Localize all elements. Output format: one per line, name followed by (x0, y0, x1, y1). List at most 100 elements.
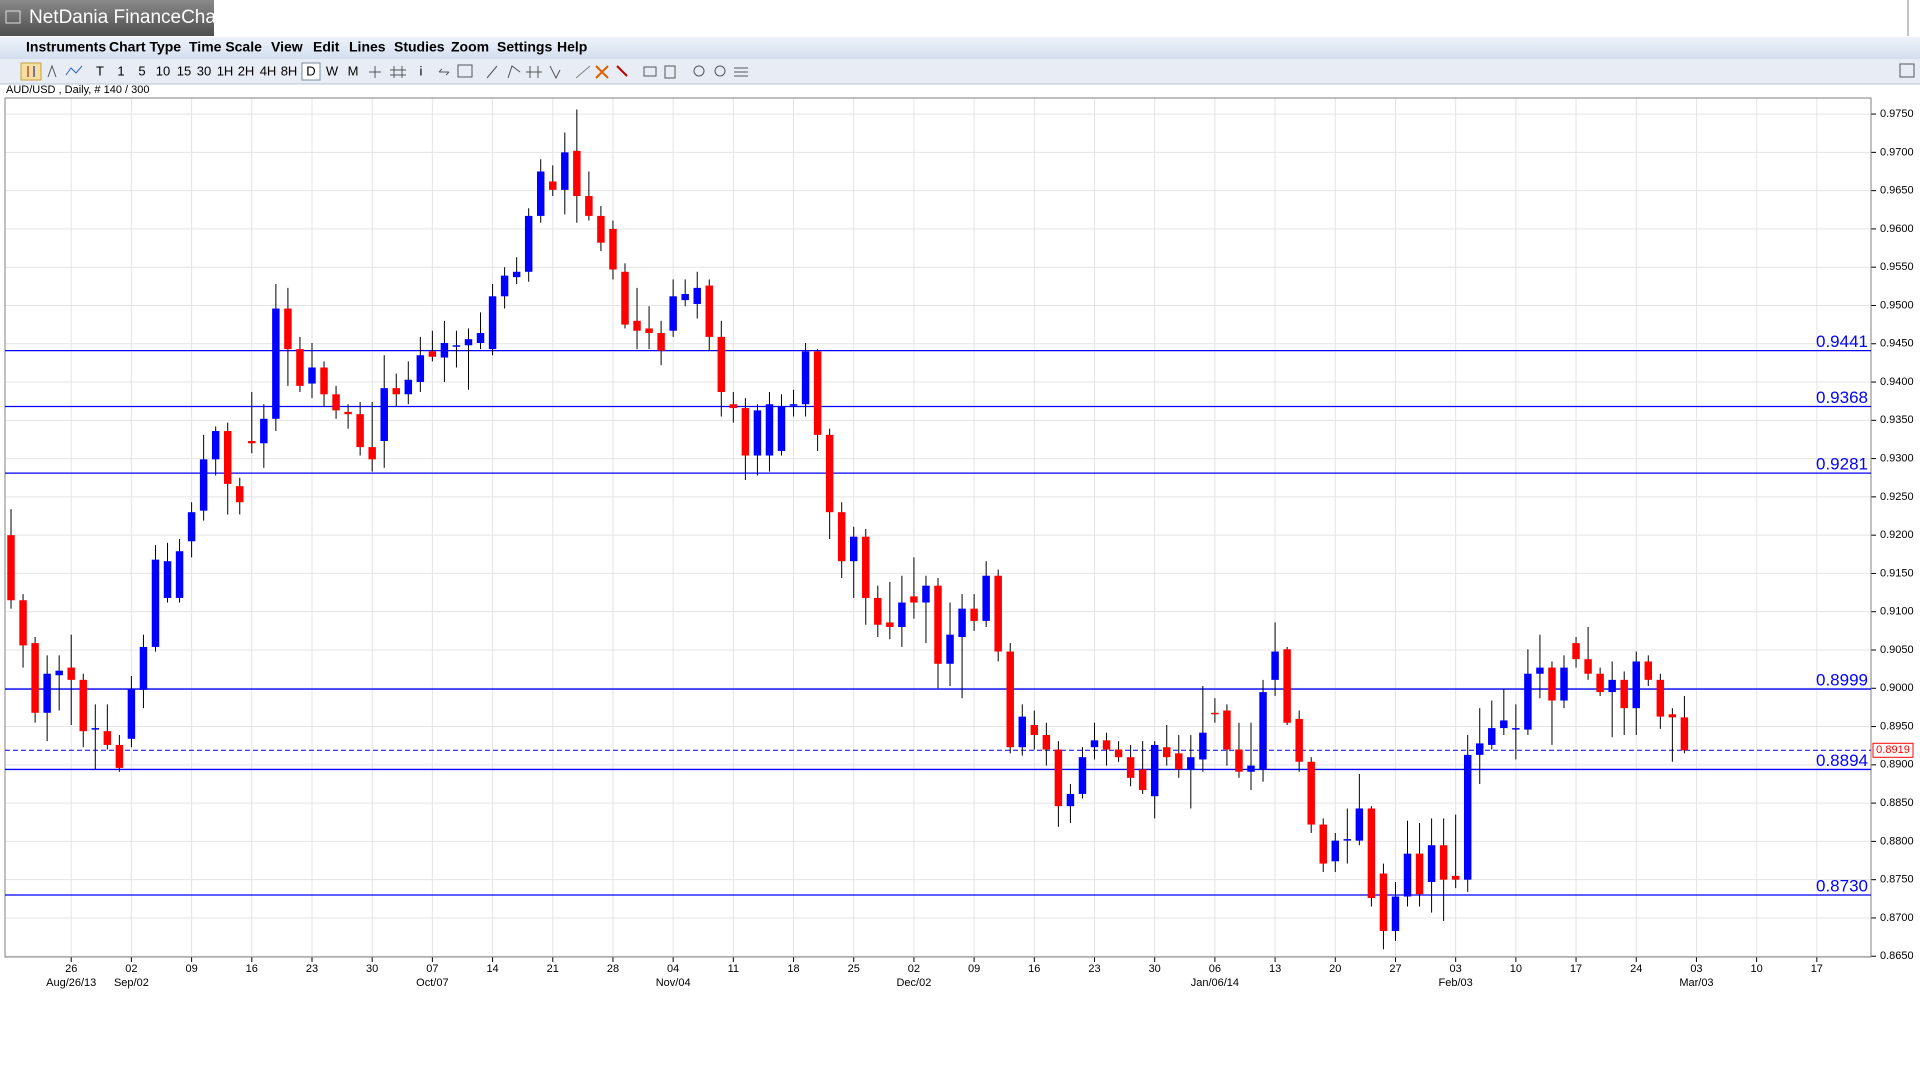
print-icon[interactable] (643, 66, 657, 77)
x-tick-label: 11 (728, 963, 739, 975)
x-tick-label: 04 (667, 963, 679, 975)
menu-item[interactable]: Chart Type (109, 39, 181, 55)
menu-item[interactable]: Help (557, 39, 587, 55)
candle-body (1451, 875, 1460, 880)
x-date-label: Dec/02 (896, 977, 931, 989)
toolbar-button[interactable]: D (306, 63, 315, 78)
candle-body (645, 328, 653, 334)
x-tick-label: 02 (908, 963, 920, 975)
candle-body (1295, 718, 1303, 762)
scroll-icon[interactable] (438, 68, 450, 76)
y-tick-label: 0.9100 (1880, 606, 1914, 618)
y-tick-label: 0.8800 (1880, 835, 1914, 847)
preview-icon[interactable] (664, 65, 676, 79)
menu-item[interactable]: Edit (313, 39, 340, 55)
y-tick-label: 0.9450 (1880, 338, 1914, 350)
toolbar-button[interactable]: M (348, 63, 359, 78)
toolbar-button[interactable]: 1H (217, 63, 234, 78)
menu-item[interactable]: Zoom (451, 39, 489, 55)
candle-body (320, 367, 328, 395)
menu-item[interactable]: Time Scale (189, 39, 262, 55)
toolbar-button[interactable]: 30 (197, 63, 211, 78)
delete-all-icon[interactable] (616, 65, 628, 77)
trendline-icon[interactable] (575, 65, 591, 79)
draw-tools[interactable] (486, 65, 561, 80)
candle-body (741, 408, 750, 456)
y-tick-label: 0.8650 (1880, 950, 1914, 962)
x-tick-label: 20 (1329, 963, 1341, 975)
candle-body (1006, 651, 1014, 748)
candle-body (1536, 667, 1544, 674)
x-tick-label: 18 (787, 963, 799, 975)
candle-body (248, 440, 256, 444)
zoom-out-icon[interactable] (714, 65, 726, 77)
toolbar-button[interactable]: 5 (138, 63, 145, 78)
candle-body (344, 411, 352, 415)
y-tick-label: 0.9150 (1880, 567, 1914, 579)
bar-icon[interactable] (47, 64, 57, 78)
candle-body (1102, 740, 1111, 750)
candle-body (1307, 761, 1315, 825)
y-tick-label: 0.9350 (1880, 414, 1914, 426)
fit-icon[interactable] (734, 67, 748, 77)
x-date-label: Oct/07 (416, 977, 448, 989)
toolbar-button[interactable]: 1 (117, 63, 124, 78)
candle-body (1427, 845, 1436, 882)
chart-title: AUD/USD , Daily, # 140 / 300 (6, 84, 149, 96)
candle-body (573, 150, 581, 196)
toolbar-button[interactable]: 8H (281, 63, 298, 78)
toolbar-button[interactable]: i (420, 63, 423, 78)
toolbar-button-active[interactable] (301, 62, 321, 81)
line-label: 0.8730 (1816, 876, 1868, 895)
toolbar-button[interactable]: 4H (260, 63, 277, 78)
line-icon[interactable] (65, 65, 83, 76)
candle-body (488, 296, 497, 350)
candle-body (705, 285, 713, 337)
candle-body (849, 536, 858, 562)
toolbar-button[interactable]: T (96, 63, 104, 78)
candle-body (1042, 734, 1051, 750)
vol-icon[interactable] (457, 64, 473, 78)
last-price-box (1872, 742, 1914, 758)
app-icon (5, 10, 21, 24)
x-tick-label: 23 (1088, 963, 1100, 975)
y-tick-label: 0.9700 (1880, 146, 1914, 158)
menu-item[interactable]: Instruments (26, 39, 106, 55)
candle-body (1620, 679, 1628, 709)
x-date-label: Mar/03 (1679, 977, 1713, 989)
candle-body (825, 434, 834, 513)
candle-body (1680, 717, 1689, 751)
toolbar-button[interactable]: 2H (238, 63, 255, 78)
menu-item[interactable]: Studies (394, 39, 445, 55)
detach-icon[interactable] (1899, 63, 1915, 78)
candle-body (1403, 853, 1412, 897)
menu-bar (0, 37, 1920, 59)
grid-icon[interactable] (390, 66, 406, 78)
candle-icon[interactable] (20, 62, 42, 81)
menu-item[interactable]: Lines (349, 39, 386, 55)
candle-body (1271, 651, 1279, 680)
title-bar (0, 0, 1920, 36)
y-tick-label: 0.8900 (1880, 759, 1914, 771)
candle-body (199, 459, 208, 511)
menu-item[interactable]: Settings (497, 39, 552, 55)
toolbar-button[interactable]: 15 (177, 63, 191, 78)
x-date-label: Jan/06/14 (1191, 977, 1239, 989)
menu-item[interactable]: View (271, 39, 303, 55)
cross-icon[interactable] (369, 66, 381, 78)
delete-icon[interactable] (595, 65, 609, 79)
y-tick-label: 0.8750 (1880, 874, 1914, 886)
candle-body (898, 602, 906, 628)
x-tick-label: 28 (607, 963, 619, 975)
toolbar-button[interactable]: W (326, 63, 339, 78)
candle-body (1632, 661, 1640, 709)
x-tick-label: 21 (547, 963, 559, 975)
zoom-in-icon[interactable] (693, 65, 705, 77)
window-title: NetDania FinanceChart (29, 7, 228, 28)
toolbar-button[interactable]: 10 (156, 63, 170, 78)
x-tick-label: 24 (1630, 963, 1642, 975)
candle-body (729, 404, 738, 409)
candle-body (657, 333, 665, 351)
candle-body (1439, 845, 1448, 880)
x-date-label: Feb/03 (1439, 977, 1473, 989)
